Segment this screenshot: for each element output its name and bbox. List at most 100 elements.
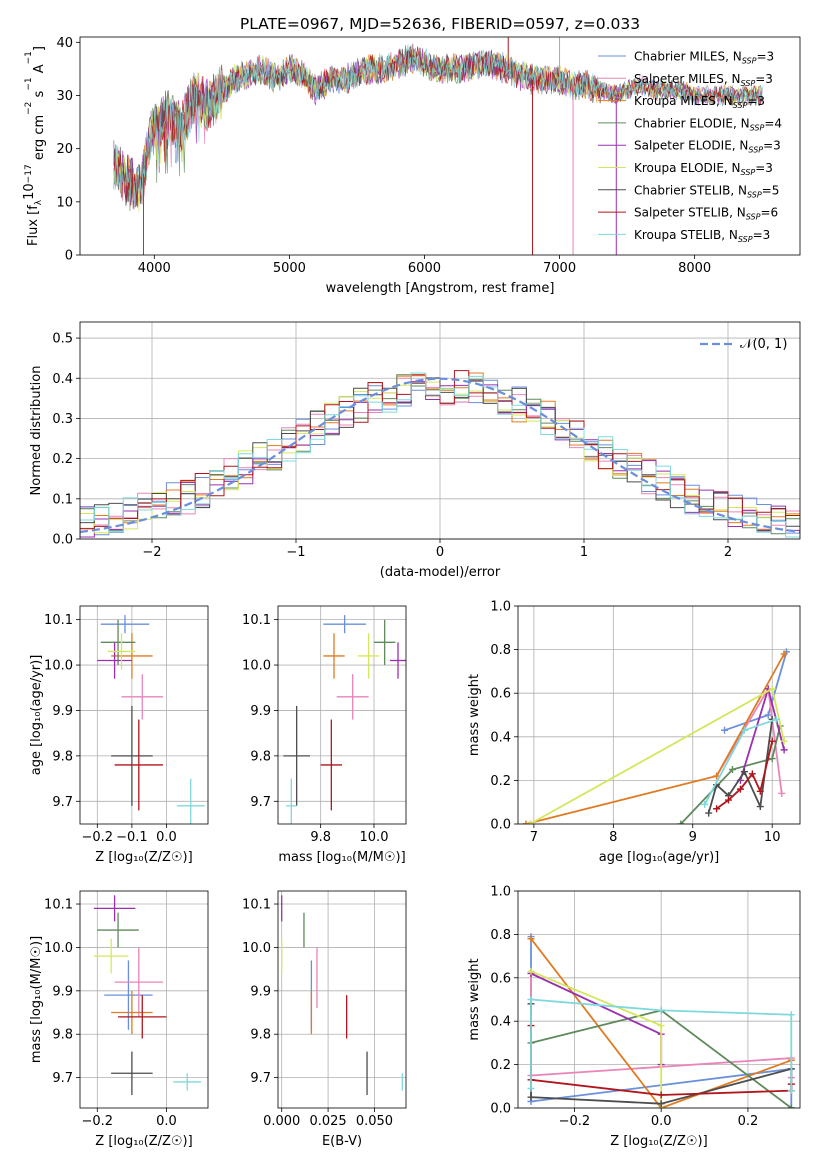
plot-area-age_vs_mass bbox=[283, 615, 406, 824]
legend-subscript: SSP bbox=[742, 57, 757, 66]
x-tick-label: −0.1 bbox=[116, 830, 148, 845]
weight-marker-chabrier-miles bbox=[721, 726, 729, 734]
x-axis-label: mass [log₁₀(M/M☉)] bbox=[278, 850, 405, 865]
weight-marker-kroupa-elodie bbox=[526, 820, 534, 824]
y-axis-label: Flux [fλ10−17 erg cm−2 s−1 A−1] bbox=[22, 46, 47, 246]
errorbar-point-salpeter-miles bbox=[336, 674, 369, 720]
grid-layer bbox=[80, 322, 800, 1109]
weight-marker-kroupa-elodie bbox=[768, 685, 776, 693]
y-tick-label: 0.2 bbox=[490, 774, 511, 789]
legend-subscript: SSP bbox=[741, 79, 756, 88]
y-tick-label: 9.7 bbox=[52, 1071, 73, 1086]
weight-marker-salpeter-stelib bbox=[756, 787, 764, 795]
y-tick-label: 0 bbox=[65, 249, 73, 264]
y-axis-label: mass weight bbox=[467, 674, 482, 756]
y-tick-label: 9.7 bbox=[250, 795, 271, 810]
y-axis-label-part: 10 bbox=[22, 183, 37, 200]
legend-text: =4 bbox=[764, 116, 782, 130]
y-tick-label: 10.0 bbox=[242, 941, 271, 956]
plot-area-residuals bbox=[80, 370, 800, 538]
legend-text: Kroupa ELODIE, N bbox=[634, 161, 741, 175]
x-tick-label: 10.0 bbox=[360, 830, 389, 845]
y-tick-label: 9.7 bbox=[250, 1071, 271, 1086]
text-layer: 4000 5000 6000 7000 8000010203040wavelength … bbox=[22, 15, 787, 1149]
legend-text: =3 bbox=[763, 139, 781, 153]
y-tick-label: 9.8 bbox=[250, 749, 271, 764]
y-tick-label: 9.9 bbox=[52, 984, 73, 999]
weight-marker-kroupa-miles bbox=[527, 935, 535, 943]
histogram-kroupa-stelib bbox=[80, 372, 800, 538]
x-tick-label: −0.2 bbox=[82, 830, 114, 845]
weight-marker-salpeter-stelib bbox=[725, 796, 733, 804]
y-tick-label: 10.0 bbox=[44, 941, 73, 956]
weight-marker-kroupa-elodie bbox=[527, 967, 535, 975]
y-tick-label: 0.6 bbox=[490, 687, 511, 702]
x-tick-label: 10 bbox=[764, 830, 781, 845]
y-tick-label: 9.8 bbox=[52, 1028, 73, 1043]
y-axis-label: mass weight bbox=[467, 958, 482, 1040]
legend-text: Chabrier MILES, N bbox=[634, 50, 742, 64]
errorbar-point-chabrier-stelib bbox=[111, 1051, 153, 1095]
y-tick-label: 10.0 bbox=[44, 659, 73, 674]
weight-marker-kroupa-stelib bbox=[787, 1011, 795, 1019]
x-tick-label: 5000 bbox=[273, 261, 306, 276]
y-axis-label-part: erg cm bbox=[32, 115, 47, 164]
x-tick-label: 7 bbox=[530, 830, 538, 845]
y-axis-label-part: ] bbox=[32, 46, 47, 51]
y-tick-label: 10.1 bbox=[242, 898, 271, 913]
data-layer bbox=[80, 37, 800, 1108]
legend-text: Salpeter MILES, N bbox=[634, 72, 741, 86]
legend-text: Kroupa MILES, N bbox=[634, 94, 733, 108]
plot-area-weight_vs_Z bbox=[527, 933, 795, 1108]
x-tick-label: 0.0 bbox=[156, 830, 177, 845]
legend-text: =3 bbox=[756, 50, 774, 64]
legend-label-chabrier-elodie: Chabrier ELODIE, NSSP=4 bbox=[634, 116, 782, 132]
y-tick-label: 10.1 bbox=[44, 613, 73, 628]
errorbar-point-salpeter-stelib bbox=[118, 995, 167, 1039]
axes-frame-spectrum bbox=[79, 36, 801, 256]
y-tick-label: 0.4 bbox=[490, 1015, 511, 1030]
legend-label-kroupa-stelib: Kroupa STELIB, NSSP=3 bbox=[634, 228, 770, 244]
errorbar-point-salpeter-elodie bbox=[390, 642, 406, 679]
histogram-salpeter-stelib bbox=[80, 370, 800, 533]
y-axis-label-part: −1 bbox=[24, 77, 34, 90]
y-tick-label: 1.0 bbox=[490, 885, 511, 900]
plot-area-spectrum bbox=[113, 37, 763, 255]
legend-subscript: SSP bbox=[750, 123, 765, 132]
x-tick-label: 9 bbox=[689, 830, 697, 845]
weight-marker-chabrier-elodie bbox=[787, 1104, 795, 1108]
y-tick-label: 0.2 bbox=[52, 452, 73, 467]
plot-area-age_vs_Z bbox=[97, 615, 205, 824]
errorbar-point-chabrier-miles bbox=[100, 615, 150, 634]
x-tick-label: 0.025 bbox=[309, 1114, 346, 1129]
weight-marker-kroupa-elodie bbox=[780, 737, 788, 745]
legend-label-chabrier-stelib: Chabrier STELIB, NSSP=5 bbox=[634, 183, 779, 199]
weight-marker-chabrier-elodie bbox=[677, 820, 685, 824]
legend-label-kroupa-elodie: Kroupa ELODIE, NSSP=3 bbox=[634, 161, 773, 177]
weight-marker-kroupa-stelib bbox=[787, 1087, 795, 1095]
weight-marker-salpeter-stelib bbox=[657, 1091, 665, 1099]
y-tick-label: 9.9 bbox=[250, 984, 271, 999]
y-tick-label: 0.0 bbox=[490, 1102, 511, 1117]
y-tick-label: 20 bbox=[56, 142, 73, 157]
legend-label-salpeter-elodie: Salpeter ELODIE, NSSP=3 bbox=[634, 139, 781, 155]
legend-text: =5 bbox=[762, 183, 780, 197]
errorbar-point-chabrier-elodie bbox=[100, 619, 136, 666]
x-tick-label: 9.8 bbox=[310, 830, 331, 845]
weight-line-salpeter-elodie bbox=[530, 972, 663, 1065]
plot-area-mass_vs_ebv bbox=[281, 895, 403, 1095]
legend-text: =3 bbox=[747, 94, 765, 108]
y-tick-label: 9.7 bbox=[52, 795, 73, 810]
legend-text: Chabrier ELODIE, N bbox=[634, 116, 750, 130]
weight-marker-salpeter-stelib bbox=[736, 785, 744, 793]
y-tick-label: 9.8 bbox=[250, 1028, 271, 1043]
errorbar-point-salpeter-elodie bbox=[97, 642, 132, 679]
y-tick-label: 0.0 bbox=[490, 818, 511, 833]
x-axis-label: age [log₁₀(age/yr)] bbox=[599, 850, 720, 865]
errorbar-point-salpeter-elodie bbox=[93, 895, 136, 922]
x-tick-label: 6000 bbox=[408, 261, 441, 276]
x-tick-label: 1 bbox=[580, 545, 588, 560]
x-tick-label: 0.2 bbox=[738, 1114, 759, 1129]
frame-layer bbox=[76, 36, 801, 1112]
y-tick-label: 9.9 bbox=[52, 704, 73, 719]
